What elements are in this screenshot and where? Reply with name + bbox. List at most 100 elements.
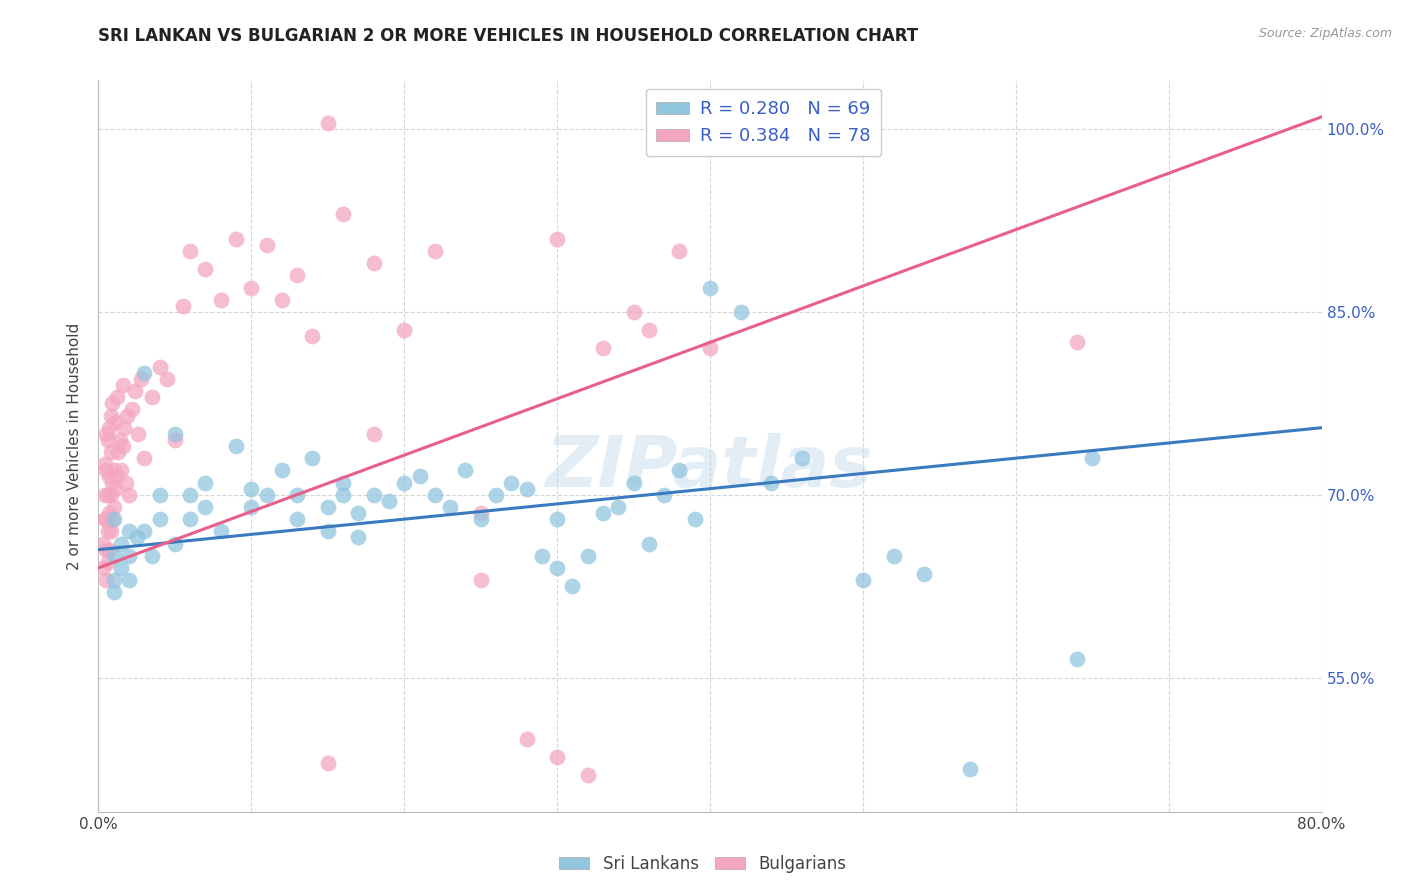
Point [454, 463, 477, 477]
Point [592, 342, 614, 356]
Point [285, 488, 308, 502]
Point [105, 390, 128, 404]
Point [97, 488, 120, 502]
Point [194, 500, 217, 514]
Point [93, 458, 115, 472]
Point [378, 494, 401, 508]
Y-axis label: 2 or more Vehicles in Household: 2 or more Vehicles in Household [67, 322, 83, 570]
Point [852, 573, 875, 587]
Point [301, 329, 323, 343]
Point [1081, 451, 1104, 466]
Point [163, 426, 186, 441]
Point [98, 469, 121, 483]
Point [100, 445, 122, 459]
Point [285, 268, 308, 283]
Point [108, 433, 131, 447]
Point [98, 421, 121, 435]
Point [623, 305, 645, 319]
Point [110, 536, 132, 550]
Point [668, 463, 690, 477]
Point [576, 549, 599, 563]
Point [118, 488, 141, 502]
Point [516, 731, 538, 746]
Point [194, 262, 217, 277]
Point [111, 439, 134, 453]
Point [107, 445, 129, 459]
Point [546, 561, 568, 575]
Point [179, 488, 201, 502]
Point [93, 488, 115, 502]
Point [98, 542, 121, 557]
Point [105, 469, 128, 483]
Point [470, 573, 492, 587]
Text: Source: ZipAtlas.com: Source: ZipAtlas.com [1258, 27, 1392, 40]
Point [103, 512, 125, 526]
Legend: R = 0.280   N = 69, R = 0.384   N = 78: R = 0.280 N = 69, R = 0.384 N = 78 [645, 89, 882, 156]
Point [316, 500, 339, 514]
Point [240, 500, 263, 514]
Point [103, 573, 125, 587]
Point [115, 475, 138, 490]
Point [100, 488, 122, 502]
Point [118, 524, 141, 539]
Point [225, 232, 247, 246]
Point [101, 396, 124, 410]
Point [156, 372, 179, 386]
Point [110, 561, 132, 575]
Point [347, 530, 370, 544]
Point [561, 579, 583, 593]
Point [668, 244, 690, 258]
Point [103, 500, 125, 514]
Point [104, 415, 127, 429]
Point [546, 232, 568, 246]
Point [149, 359, 172, 374]
Point [118, 573, 141, 587]
Point [392, 475, 416, 490]
Point [179, 244, 201, 258]
Point [100, 409, 122, 423]
Point [699, 280, 721, 294]
Point [121, 402, 143, 417]
Point [637, 536, 661, 550]
Point [699, 342, 721, 356]
Point [332, 475, 354, 490]
Point [101, 475, 124, 490]
Point [423, 488, 446, 502]
Point [117, 409, 139, 423]
Point [94, 512, 117, 526]
Point [124, 384, 146, 399]
Point [172, 299, 194, 313]
Point [347, 506, 370, 520]
Point [501, 475, 523, 490]
Point [240, 482, 263, 496]
Point [100, 524, 122, 539]
Point [110, 463, 132, 477]
Point [423, 244, 446, 258]
Point [104, 482, 127, 496]
Point [912, 567, 935, 582]
Point [103, 549, 125, 563]
Point [652, 488, 675, 502]
Point [316, 524, 339, 539]
Point [125, 530, 148, 544]
Point [516, 482, 538, 496]
Point [149, 488, 172, 502]
Point [194, 475, 217, 490]
Point [332, 488, 354, 502]
Point [225, 439, 247, 453]
Point [94, 542, 117, 557]
Point [91, 536, 114, 550]
Point [316, 756, 339, 770]
Point [730, 305, 752, 319]
Point [103, 585, 125, 599]
Point [93, 512, 115, 526]
Point [149, 512, 172, 526]
Point [112, 421, 135, 435]
Point [470, 512, 492, 526]
Point [94, 463, 117, 477]
Point [134, 366, 156, 380]
Point [103, 463, 125, 477]
Point [316, 116, 339, 130]
Point [332, 207, 354, 221]
Point [607, 500, 630, 514]
